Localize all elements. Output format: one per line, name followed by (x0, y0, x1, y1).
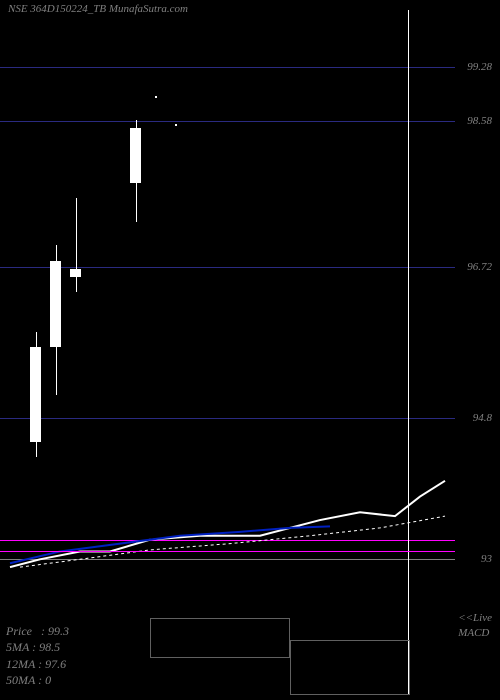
macd-box (150, 618, 290, 658)
info-price: Price : 99.3 (6, 623, 69, 639)
series-ma12 (20, 516, 445, 567)
macd-box (290, 640, 410, 695)
info-ma50: 50MA : 0 (6, 672, 69, 688)
series-layer (0, 0, 500, 700)
macd-label-macd: MACD (458, 626, 492, 640)
info-box: Price : 99.3 5MA : 98.5 12MA : 97.6 50MA… (6, 623, 69, 688)
series-ma5 (10, 526, 330, 563)
stock-chart: NSE 364D150224_TB MunafaSutra.com 99.289… (0, 0, 500, 700)
macd-label-live: <<Live (458, 611, 492, 625)
macd-label: <<Live MACD (458, 611, 492, 640)
series-price-line (10, 481, 445, 567)
cursor-line (408, 10, 409, 695)
info-ma12: 12MA : 97.6 (6, 656, 69, 672)
info-ma5: 5MA : 98.5 (6, 639, 69, 655)
